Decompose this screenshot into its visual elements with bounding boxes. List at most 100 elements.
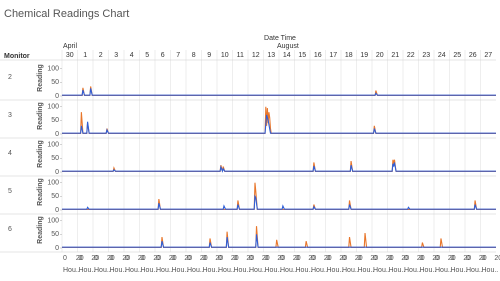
x-axis-unit: Hou..	[482, 267, 499, 274]
x-tick-label: 0	[187, 255, 191, 262]
x-axis-unit: Hou..	[110, 267, 127, 274]
x-tick-label: 0	[203, 255, 207, 262]
column-label: 10	[221, 52, 229, 59]
x-tick-label: 20	[494, 255, 500, 262]
x-tick-label: 0	[358, 255, 362, 262]
x-tick-label: 0	[466, 255, 470, 262]
x-tick-label: 0	[94, 255, 98, 262]
y-tick-label: 0	[55, 245, 59, 252]
x-tick-label: 20	[463, 255, 471, 262]
month-label: April	[63, 43, 77, 50]
x-axis-unit: Hou..	[265, 267, 282, 274]
x-tick-label: 20	[122, 255, 130, 262]
y-tick-label: 0	[55, 169, 59, 176]
y-tick-label: 100	[47, 66, 59, 73]
y-tick-label: 100	[47, 218, 59, 225]
x-tick-label: 0	[420, 255, 424, 262]
x-axis-unit: Hou..	[172, 267, 189, 274]
x-tick-label: 20	[184, 255, 192, 262]
x-tick-label: 20	[277, 255, 285, 262]
x-axis-unit: Hou..	[125, 267, 142, 274]
data-line	[62, 162, 496, 173]
x-tick-label: 0	[156, 255, 160, 262]
column-label: 4	[130, 52, 134, 59]
x-tick-label: 0	[296, 255, 300, 262]
x-tick-label: 20	[246, 255, 254, 262]
x-tick-label: 0	[63, 255, 67, 262]
column-label: 24	[438, 52, 446, 59]
x-tick-label: 0	[172, 255, 176, 262]
column-label: 22	[407, 52, 415, 59]
row-header: Monitor	[4, 53, 30, 60]
y-tick-label: 50	[51, 117, 59, 124]
x-tick-label: 0	[218, 255, 222, 262]
column-label: 9	[207, 52, 211, 59]
x-tick-label: 20	[91, 255, 99, 262]
x-tick-label: 0	[110, 255, 114, 262]
x-axis-unit: Hou..	[234, 267, 251, 274]
chart-title: Chemical Readings Chart	[4, 8, 129, 20]
x-axis-unit: Hou..	[141, 267, 158, 274]
column-label: 2	[99, 52, 103, 59]
x-tick-label: 20	[308, 255, 316, 262]
x-tick-label: 0	[311, 255, 315, 262]
y-tick-label: 50	[51, 231, 59, 238]
y-tick-label: 100	[47, 180, 59, 187]
y-axis-title: Reading	[37, 178, 44, 206]
x-tick-label: 0	[249, 255, 253, 262]
x-tick-label: 0	[435, 255, 439, 262]
column-label: 14	[283, 52, 291, 59]
x-axis-unit: Hou..	[373, 267, 390, 274]
x-tick-label: 0	[125, 255, 129, 262]
x-axis-unit: Hou..	[296, 267, 313, 274]
x-axis-unit: Hou..	[466, 267, 483, 274]
x-tick-label: 0	[79, 255, 83, 262]
x-tick-label: 0	[280, 255, 284, 262]
month-label: August	[277, 43, 299, 50]
column-label: 26	[469, 52, 477, 59]
x-axis-unit: Hou..	[79, 267, 96, 274]
x-axis-unit: Hou..	[280, 267, 297, 274]
x-tick-label: 0	[451, 255, 455, 262]
x-tick-label: 20	[417, 255, 425, 262]
y-axis-title: Reading	[37, 64, 44, 92]
x-axis-title: Date Time	[264, 35, 296, 42]
column-label: 6	[161, 52, 165, 59]
column-label: 25	[453, 52, 461, 59]
x-axis-unit: Hou..	[63, 267, 80, 274]
x-tick-label: 0	[404, 255, 408, 262]
x-tick-label: 20	[138, 255, 146, 262]
x-tick-label: 0	[389, 255, 393, 262]
column-label: 13	[267, 52, 275, 59]
x-tick-label: 20	[200, 255, 208, 262]
x-tick-label: 20	[215, 255, 223, 262]
x-tick-label: 20	[262, 255, 270, 262]
x-tick-label: 20	[107, 255, 115, 262]
x-tick-label: 20	[370, 255, 378, 262]
y-axis-title: Reading	[37, 102, 44, 130]
column-label: 11	[237, 52, 244, 59]
x-tick-label: 20	[401, 255, 409, 262]
column-label: 3	[114, 52, 118, 59]
x-tick-label: 0	[141, 255, 145, 262]
y-tick-label: 100	[47, 104, 59, 111]
column-label: 21	[391, 52, 399, 59]
column-label: 12	[252, 52, 260, 59]
x-axis-unit: Hou..	[358, 267, 375, 274]
y-axis-title: Reading	[37, 216, 44, 244]
x-tick-label: 0	[265, 255, 269, 262]
y-tick-label: 50	[51, 155, 59, 162]
x-tick-label: 20	[76, 255, 84, 262]
x-axis-unit: Hou..	[404, 267, 421, 274]
column-label: 19	[360, 52, 368, 59]
x-axis-unit: Hou..	[249, 267, 266, 274]
column-label: 18	[345, 52, 353, 59]
data-line	[62, 194, 496, 210]
column-label: 27	[484, 52, 492, 59]
x-axis-unit: Hou..	[435, 267, 452, 274]
data-line	[62, 234, 496, 248]
y-tick-label: 50	[51, 193, 59, 200]
y-tick-label: 50	[51, 79, 59, 86]
x-tick-label: 20	[339, 255, 347, 262]
x-axis-unit: Hou..	[389, 267, 406, 274]
